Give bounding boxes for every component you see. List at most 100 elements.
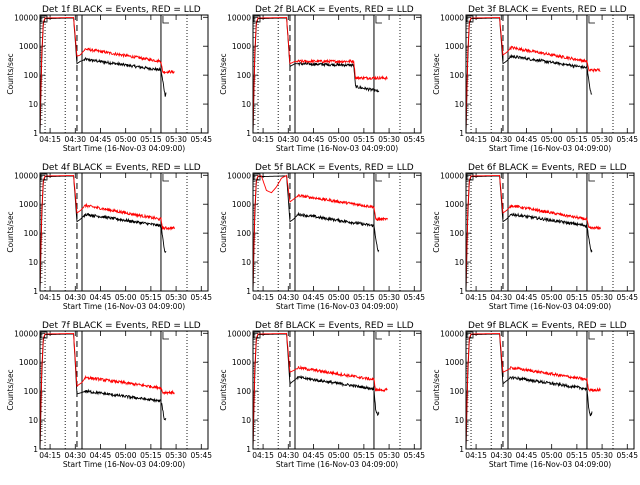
y-tick-label: 10	[28, 416, 38, 425]
x-tick-label: 05:45	[616, 451, 638, 460]
x-tick-label: 04:30	[277, 135, 299, 144]
x-tick-label: 05:45	[190, 451, 212, 460]
series-lld-line	[465, 16, 601, 134]
series-events-line	[252, 333, 380, 450]
x-tick-label: 05:45	[403, 451, 425, 460]
corner-bracket-marker	[375, 16, 382, 24]
detector-panel-2: Det 2f BLACK = Events, RED = LLD 1 10 100 10…	[219, 5, 425, 153]
series-lld-line	[252, 16, 388, 134]
detector-panel-3: Det 3f BLACK = Events, RED = LLD 1 10 100 10…	[432, 5, 638, 153]
y-tick-label: 10	[28, 258, 38, 267]
y-tick-label: 100	[24, 387, 39, 396]
x-tick-label: 04:30	[490, 451, 512, 460]
x-tick-label: 05:00	[328, 451, 350, 460]
y-tick-label: 1000	[19, 358, 38, 367]
y-tick-label: 10	[28, 100, 38, 109]
corner-box-marker	[40, 331, 48, 339]
x-tick-label: 05:45	[616, 135, 638, 144]
x-tick-label: 05:00	[541, 135, 563, 144]
x-tick-label: 05:45	[403, 293, 425, 302]
corner-bracket-marker	[588, 16, 595, 24]
x-axis-label: Start Time (16-Nov-03 04:09:00)	[276, 144, 398, 153]
x-tick-label: 05:45	[616, 293, 638, 302]
x-tick-label: 04:30	[490, 135, 512, 144]
corner-bracket-marker	[375, 332, 382, 340]
detector-panel-9: Det 9f BLACK = Events, RED = LLD 1 10 100 10…	[432, 321, 638, 469]
corner-bracket-marker	[588, 174, 595, 182]
y-tick-label: 100	[450, 71, 465, 80]
y-axis-label: Counts/sec	[432, 53, 441, 94]
y-tick-label: 1000	[445, 200, 464, 209]
panel-title: Det 7f BLACK = Events, RED = LLD	[42, 321, 201, 331]
x-tick-label: 05:00	[328, 293, 350, 302]
x-tick-label: 05:00	[115, 135, 137, 144]
x-tick-label: 04:15	[39, 451, 61, 460]
x-tick-label: 05:15	[353, 451, 375, 460]
series-events-line	[39, 175, 167, 292]
series-events-line	[465, 333, 593, 450]
y-axis-label: Counts/sec	[219, 211, 228, 252]
x-tick-label: 05:45	[190, 135, 212, 144]
y-tick-label: 1	[246, 287, 251, 296]
x-tick-label: 05:00	[115, 293, 137, 302]
plot-frame	[465, 14, 635, 134]
x-tick-label: 05:30	[165, 451, 187, 460]
x-tick-label: 04:30	[277, 451, 299, 460]
series-lld-line	[252, 174, 388, 292]
y-axis-label: Counts/sec	[432, 369, 441, 410]
series-lld-line	[39, 16, 175, 134]
y-tick-label: 100	[237, 387, 252, 396]
corner-box-marker	[253, 15, 261, 23]
y-tick-label: 1000	[445, 42, 464, 51]
x-tick-label: 05:00	[541, 293, 563, 302]
x-axis-label: Start Time (16-Nov-03 04:09:00)	[63, 144, 185, 153]
y-tick-label: 100	[450, 387, 465, 396]
corner-box-marker	[40, 15, 48, 23]
corner-bracket-marker	[588, 332, 595, 340]
plot-frame	[252, 330, 422, 450]
x-tick-label: 04:15	[465, 293, 487, 302]
x-tick-label: 04:15	[465, 451, 487, 460]
x-tick-label: 04:15	[252, 135, 274, 144]
x-tick-label: 05:15	[566, 135, 588, 144]
corner-box-marker	[466, 15, 474, 23]
corner-bracket-marker	[162, 16, 169, 24]
y-tick-label: 1000	[232, 42, 251, 51]
x-tick-label: 05:30	[378, 451, 400, 460]
y-tick-label: 1	[33, 445, 38, 454]
x-tick-label: 05:30	[165, 293, 187, 302]
x-tick-label: 05:15	[566, 293, 588, 302]
x-tick-label: 04:30	[277, 293, 299, 302]
detector-panel-7: Det 7f BLACK = Events, RED = LLD 1 10 100 10…	[6, 321, 212, 469]
panel-title: Det 9f BLACK = Events, RED = LLD	[468, 321, 627, 331]
corner-box-marker	[253, 331, 261, 339]
y-tick-label: 10000	[14, 13, 38, 22]
x-tick-label: 04:45	[516, 451, 538, 460]
corner-bracket-marker	[375, 174, 382, 182]
x-tick-label: 05:30	[165, 135, 187, 144]
x-tick-label: 04:45	[303, 451, 325, 460]
y-tick-label: 1	[459, 287, 464, 296]
panel-title: Det 3f BLACK = Events, RED = LLD	[468, 5, 627, 15]
plot-frame	[39, 172, 209, 292]
x-tick-label: 05:45	[190, 293, 212, 302]
panel-title: Det 2f BLACK = Events, RED = LLD	[255, 5, 414, 15]
x-axis-label: Start Time (16-Nov-03 04:09:00)	[489, 460, 611, 469]
y-axis-label: Counts/sec	[219, 369, 228, 410]
y-tick-label: 1	[246, 445, 251, 454]
series-events-line	[252, 175, 380, 292]
x-axis-label: Start Time (16-Nov-03 04:09:00)	[489, 302, 611, 311]
x-tick-label: 05:30	[591, 451, 613, 460]
x-axis-label: Start Time (16-Nov-03 04:09:00)	[276, 302, 398, 311]
x-tick-label: 04:30	[64, 293, 86, 302]
x-tick-label: 04:45	[303, 293, 325, 302]
series-lld-line	[465, 332, 601, 450]
x-tick-label: 05:00	[328, 135, 350, 144]
detector-panel-4: Det 4f BLACK = Events, RED = LLD 1 10 100 10…	[6, 163, 212, 311]
detector-panel-6: Det 6f BLACK = Events, RED = LLD 1 10 100 10…	[432, 163, 638, 311]
plot-frame	[252, 172, 422, 292]
series-events-line	[465, 175, 593, 292]
series-events-line	[465, 17, 593, 134]
